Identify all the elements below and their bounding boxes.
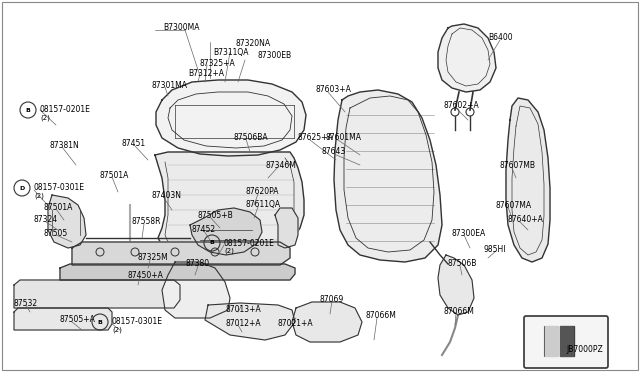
Polygon shape: [72, 242, 290, 265]
Text: 87625+A: 87625+A: [298, 134, 333, 142]
Text: 87505+B: 87505+B: [198, 211, 234, 219]
Text: 87066M: 87066M: [365, 311, 396, 321]
Polygon shape: [60, 264, 295, 280]
Text: 08157-0301E: 08157-0301E: [112, 317, 163, 327]
Text: B6400: B6400: [488, 33, 513, 42]
Text: (2): (2): [40, 115, 50, 121]
Text: 87013+A: 87013+A: [226, 305, 262, 314]
Text: 08157-0201E: 08157-0201E: [40, 106, 91, 115]
Polygon shape: [205, 303, 295, 340]
Text: B: B: [26, 108, 31, 112]
Text: 87620PA: 87620PA: [246, 187, 280, 196]
Text: D: D: [19, 186, 24, 190]
Polygon shape: [438, 255, 474, 315]
Text: B7312+A: B7312+A: [188, 70, 224, 78]
Polygon shape: [334, 90, 442, 262]
Text: 87607MB: 87607MB: [500, 161, 536, 170]
Polygon shape: [506, 98, 550, 262]
Text: 87505: 87505: [44, 228, 68, 237]
Text: 985HI: 985HI: [484, 244, 506, 253]
Text: 87558R: 87558R: [132, 218, 161, 227]
Polygon shape: [438, 24, 496, 92]
Text: (2): (2): [112, 327, 122, 333]
Text: 87602+A: 87602+A: [444, 102, 480, 110]
Text: 87451: 87451: [122, 138, 146, 148]
Text: B7300MA: B7300MA: [163, 23, 200, 32]
Text: B: B: [97, 320, 102, 324]
Text: 87301MA: 87301MA: [152, 80, 188, 90]
Bar: [544, 326, 558, 356]
Polygon shape: [48, 195, 86, 248]
Text: 87603+A: 87603+A: [316, 86, 352, 94]
Text: 87325+A: 87325+A: [200, 58, 236, 67]
Text: 87506B: 87506B: [448, 260, 477, 269]
Text: 87506BA: 87506BA: [234, 132, 269, 141]
Text: 87021+A: 87021+A: [278, 318, 314, 327]
Text: 87450+A: 87450+A: [128, 270, 164, 279]
Text: 87403N: 87403N: [152, 192, 182, 201]
Polygon shape: [190, 208, 262, 255]
Polygon shape: [292, 302, 362, 342]
Text: 08157-0201E: 08157-0201E: [224, 238, 275, 247]
Bar: [560, 326, 574, 356]
Text: JB7000PZ: JB7000PZ: [566, 344, 603, 353]
Text: (2): (2): [224, 248, 234, 254]
Text: 87501A: 87501A: [100, 170, 129, 180]
Text: B7311QA: B7311QA: [213, 48, 248, 57]
Text: 87069: 87069: [320, 295, 344, 304]
Text: 87325M: 87325M: [138, 253, 169, 263]
Text: 87381N: 87381N: [50, 141, 80, 150]
Text: (2): (2): [34, 193, 44, 199]
Text: 87320NA: 87320NA: [236, 39, 271, 48]
Text: 87601MA: 87601MA: [326, 134, 362, 142]
Text: B: B: [209, 241, 214, 246]
Text: 87452: 87452: [192, 224, 216, 234]
Polygon shape: [156, 80, 306, 156]
Polygon shape: [162, 262, 230, 318]
Text: 87346M: 87346M: [266, 160, 297, 170]
Text: 87640+A: 87640+A: [508, 215, 544, 224]
Text: 87643: 87643: [322, 148, 346, 157]
Text: 87300EA: 87300EA: [452, 228, 486, 237]
Text: 08157-0301E: 08157-0301E: [34, 183, 85, 192]
Polygon shape: [275, 208, 298, 248]
Text: 87501A: 87501A: [44, 202, 74, 212]
Polygon shape: [14, 280, 180, 308]
Text: 87300EB: 87300EB: [258, 51, 292, 60]
Polygon shape: [14, 308, 112, 330]
Polygon shape: [155, 152, 304, 255]
Text: 87532: 87532: [14, 298, 38, 308]
Text: 87611QA: 87611QA: [246, 201, 281, 209]
Text: 87607MA: 87607MA: [496, 201, 532, 209]
FancyBboxPatch shape: [524, 316, 608, 368]
Text: 87012+A: 87012+A: [226, 318, 262, 327]
Text: 87505+A: 87505+A: [60, 315, 96, 324]
Text: 87324: 87324: [34, 215, 58, 224]
Text: 87066M: 87066M: [444, 307, 475, 315]
Text: 87380: 87380: [186, 260, 210, 269]
